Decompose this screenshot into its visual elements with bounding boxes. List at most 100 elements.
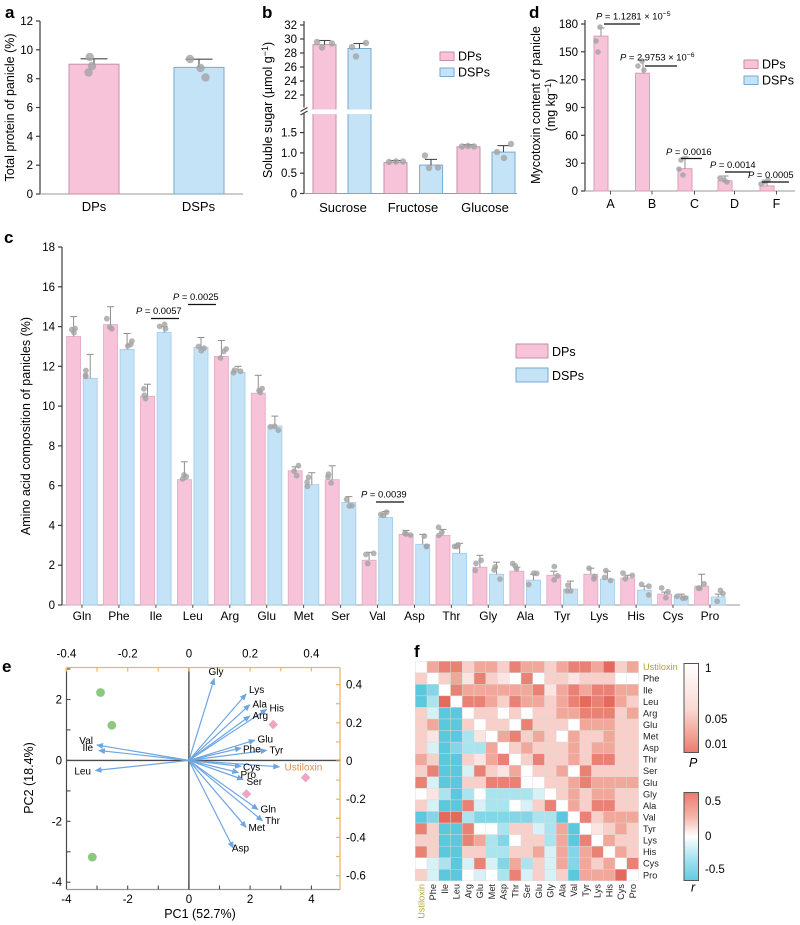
svg-text:12: 12 xyxy=(20,16,33,28)
svg-text:90: 90 xyxy=(565,103,578,115)
svg-text:P = 1.1281 × 10−5: P = 1.1281 × 10−5 xyxy=(596,11,671,22)
svg-text:His: His xyxy=(627,609,644,623)
svg-text:-0.4: -0.4 xyxy=(56,649,76,661)
svg-text:6: 6 xyxy=(27,103,33,115)
svg-text:-0.2: -0.2 xyxy=(346,794,366,806)
svg-text:P: P xyxy=(689,756,698,770)
svg-text:b: b xyxy=(262,3,272,22)
svg-text:Lys: Lys xyxy=(643,836,657,846)
svg-text:Asp: Asp xyxy=(404,609,425,623)
svg-text:D: D xyxy=(730,197,739,211)
svg-text:0.05: 0.05 xyxy=(705,714,727,726)
svg-text:a: a xyxy=(5,3,15,22)
svg-text:A: A xyxy=(606,197,615,211)
svg-text:22: 22 xyxy=(284,90,297,102)
svg-text:Glu: Glu xyxy=(643,778,657,788)
svg-text:His: His xyxy=(643,847,657,857)
svg-text:Val: Val xyxy=(569,884,579,897)
svg-text:18: 18 xyxy=(42,242,55,254)
svg-text:Leu: Leu xyxy=(183,609,203,623)
svg-text:0.4: 0.4 xyxy=(303,649,320,661)
svg-text:0: 0 xyxy=(705,831,711,843)
svg-text:0: 0 xyxy=(56,755,62,767)
svg-text:Phe: Phe xyxy=(643,674,659,684)
svg-text:1: 1 xyxy=(705,663,711,675)
svg-text:26: 26 xyxy=(284,62,297,74)
svg-text:Pro: Pro xyxy=(701,609,720,623)
svg-text:4: 4 xyxy=(308,894,315,906)
svg-text:Thr: Thr xyxy=(265,816,281,827)
svg-text:Val: Val xyxy=(643,813,656,823)
svg-text:Arg: Arg xyxy=(220,609,239,623)
svg-text:Gln: Gln xyxy=(73,609,92,623)
svg-text:Ile: Ile xyxy=(82,743,93,754)
svg-text:8: 8 xyxy=(27,74,33,86)
svg-text:DPs: DPs xyxy=(762,58,786,72)
svg-text:Gly: Gly xyxy=(209,667,224,678)
svg-text:Total protein of panicle (%): Total protein of panicle (%) xyxy=(3,34,17,182)
svg-text:Glu: Glu xyxy=(258,735,274,746)
svg-text:0: 0 xyxy=(186,894,192,906)
svg-text:Pro: Pro xyxy=(241,770,257,781)
svg-text:30: 30 xyxy=(565,158,578,170)
svg-text:Amino acid composition of pani: Amino acid composition of panicles (%) xyxy=(19,317,33,535)
svg-text:4: 4 xyxy=(27,131,34,143)
svg-text:DSPs: DSPs xyxy=(762,74,794,88)
svg-text:Arg: Arg xyxy=(643,708,657,718)
svg-text:Soluble sugar (µmol g−1): Soluble sugar (µmol g−1) xyxy=(260,42,275,178)
svg-text:2: 2 xyxy=(56,695,62,707)
svg-text:Ser: Ser xyxy=(643,766,657,776)
svg-text:F: F xyxy=(773,197,781,211)
svg-text:Pro: Pro xyxy=(643,870,657,880)
svg-text:-2: -2 xyxy=(123,894,133,906)
svg-text:-4: -4 xyxy=(61,894,72,906)
svg-text:Met: Met xyxy=(643,732,659,742)
svg-text:Glucose: Glucose xyxy=(461,200,509,215)
svg-text:120: 120 xyxy=(559,75,578,87)
svg-text:P = 0.0057: P = 0.0057 xyxy=(136,305,182,316)
svg-text:Thr: Thr xyxy=(442,609,460,623)
svg-text:-0.6: -0.6 xyxy=(346,871,366,883)
svg-text:Asp: Asp xyxy=(499,884,509,900)
svg-text:Phe: Phe xyxy=(428,884,438,900)
svg-text:Ile: Ile xyxy=(643,685,653,695)
svg-text:1.5: 1.5 xyxy=(281,128,297,140)
svg-text:Ser: Ser xyxy=(247,777,263,788)
svg-text:Gly: Gly xyxy=(479,609,497,623)
svg-text:Glu: Glu xyxy=(643,720,657,730)
svg-text:Leu: Leu xyxy=(452,884,462,899)
svg-text:Ala: Ala xyxy=(557,883,567,897)
svg-text:DPs: DPs xyxy=(552,345,576,359)
svg-text:Arg: Arg xyxy=(253,711,269,722)
svg-text:2: 2 xyxy=(247,894,253,906)
svg-text:0.2: 0.2 xyxy=(346,718,362,730)
svg-text:14: 14 xyxy=(42,322,55,334)
svg-text:0: 0 xyxy=(49,600,55,612)
svg-text:180: 180 xyxy=(559,19,578,31)
svg-text:Leu: Leu xyxy=(74,767,91,778)
svg-text:0.5: 0.5 xyxy=(281,168,297,180)
svg-text:Ustiloxin: Ustiloxin xyxy=(416,884,426,919)
svg-text:DSPs: DSPs xyxy=(552,369,584,383)
svg-text:DPs: DPs xyxy=(458,50,482,64)
svg-text:Gly: Gly xyxy=(546,884,556,898)
svg-text:Ustiloxin: Ustiloxin xyxy=(285,763,323,774)
svg-text:Leu: Leu xyxy=(643,697,658,707)
svg-text:Ustiloxin: Ustiloxin xyxy=(643,662,678,672)
svg-text:Ser: Ser xyxy=(522,884,532,898)
svg-text:Fructose: Fructose xyxy=(388,200,439,215)
svg-text:Lys: Lys xyxy=(593,884,603,898)
svg-text:Ser: Ser xyxy=(331,609,350,623)
svg-text:Asp: Asp xyxy=(643,743,659,753)
svg-text:0: 0 xyxy=(186,649,192,661)
svg-text:Asp: Asp xyxy=(232,844,250,855)
svg-text:P = 0.0005: P = 0.0005 xyxy=(748,169,794,180)
svg-text:d: d xyxy=(529,3,539,22)
svg-text:Cys: Cys xyxy=(243,763,260,774)
svg-text:His: His xyxy=(604,884,614,898)
svg-text:PC2 (18.4%): PC2 (18.4%) xyxy=(22,742,36,814)
svg-text:Arg: Arg xyxy=(463,884,473,898)
svg-text:0: 0 xyxy=(346,756,352,768)
svg-text:2: 2 xyxy=(49,560,55,572)
svg-text:r: r xyxy=(691,881,696,895)
